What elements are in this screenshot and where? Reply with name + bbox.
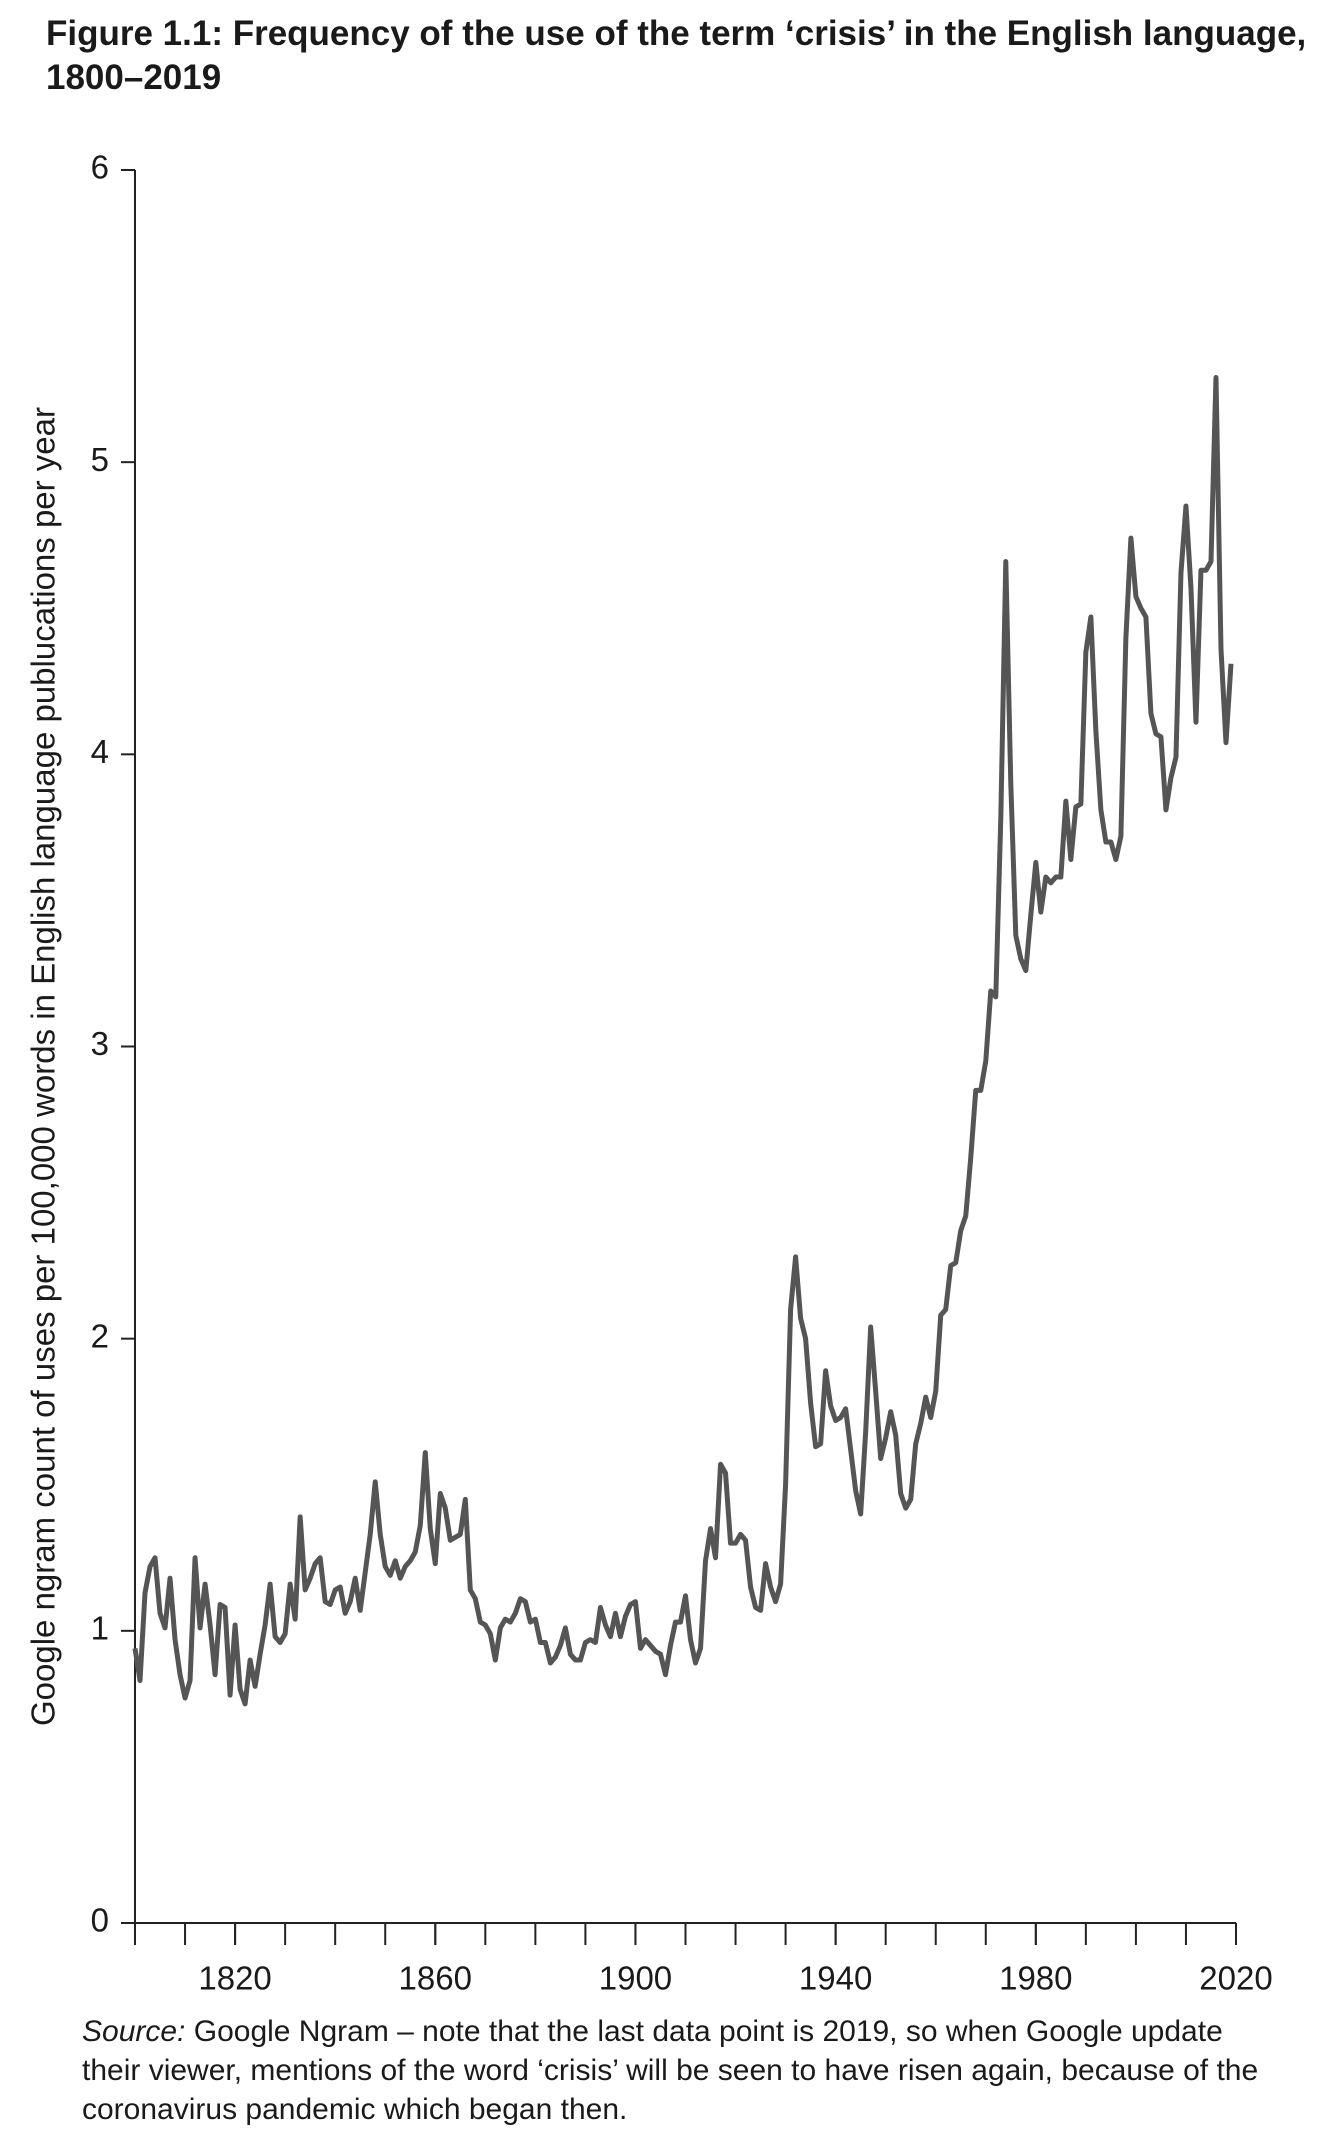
x-tick-label: 1860 xyxy=(399,1960,472,1997)
y-axis-label: Google ngram count of uses per 100,000 w… xyxy=(25,407,62,1726)
chart: Google ngram count of uses per 100,000 w… xyxy=(25,149,1273,1997)
x-tick-label: 1980 xyxy=(999,1960,1072,1997)
source-text: Google Ngram – note that the last data p… xyxy=(82,2015,1259,2126)
y-tick-label: 5 xyxy=(91,441,109,478)
x-tick-label: 1820 xyxy=(198,1960,271,1997)
chart-title: Figure 1.1: Frequency of the use of the … xyxy=(46,14,1307,97)
y-tick-label: 2 xyxy=(91,1317,109,1354)
x-tick-label: 1940 xyxy=(799,1960,872,1997)
source-label: Source: xyxy=(82,2015,186,2048)
x-tick-label: 2020 xyxy=(1199,1960,1272,1997)
data-line xyxy=(132,374,1234,1707)
y-tick-label: 3 xyxy=(91,1025,109,1062)
y-tick-label: 4 xyxy=(91,733,109,770)
y-tick-label: 1 xyxy=(91,1610,109,1647)
x-tick-label: 1900 xyxy=(599,1960,672,1997)
y-tick-label: 0 xyxy=(91,1902,109,1939)
y-tick-label: 6 xyxy=(91,149,109,186)
source-note: Source: Google Ngram – note that the las… xyxy=(82,2012,1282,2129)
